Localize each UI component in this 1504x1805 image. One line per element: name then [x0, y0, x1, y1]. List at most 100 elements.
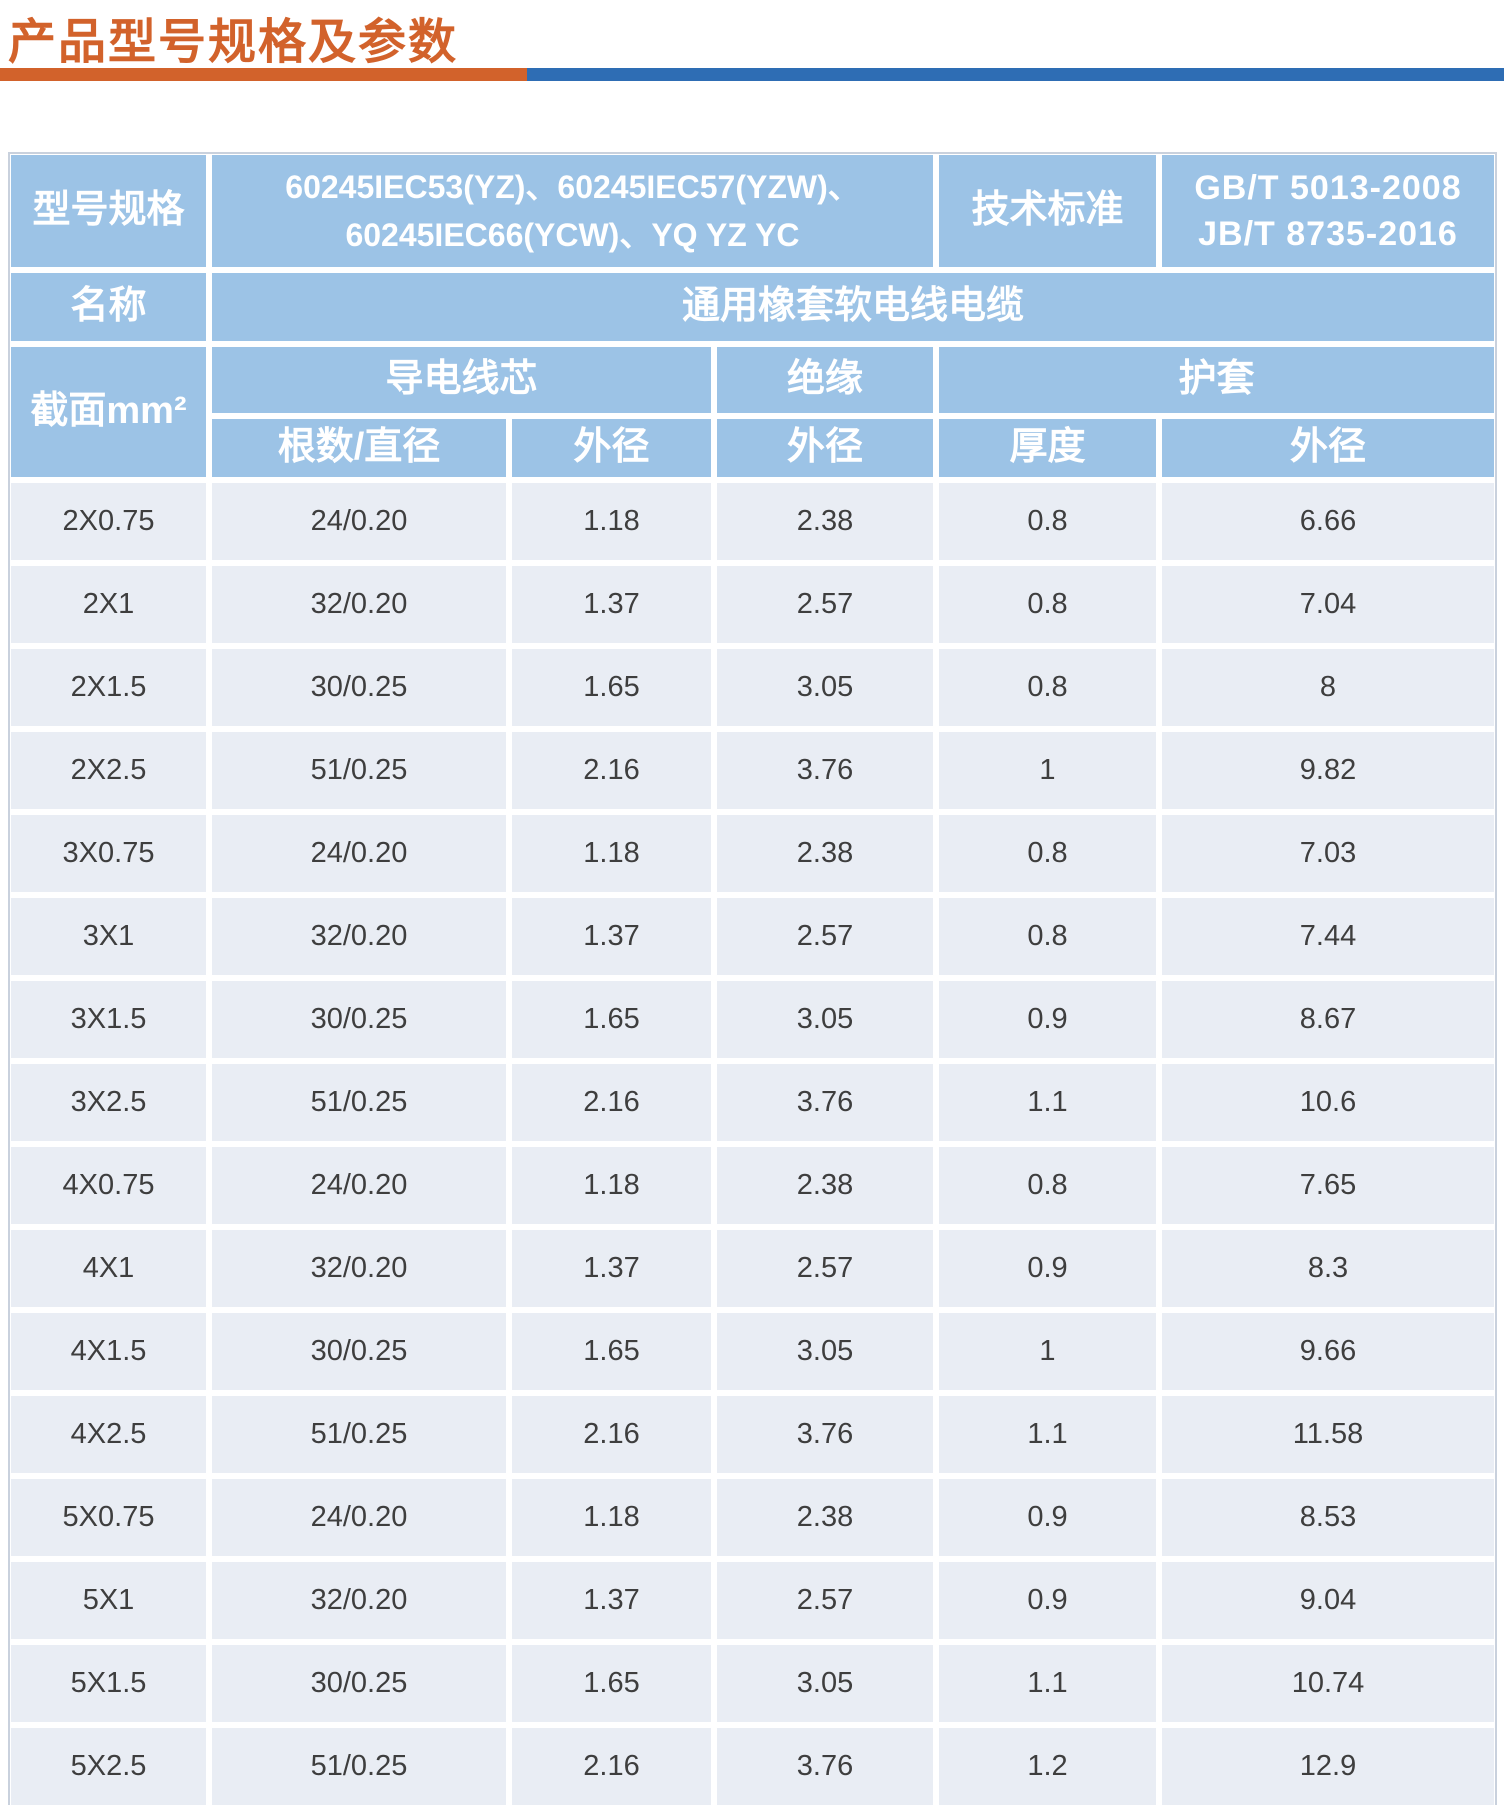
table-cell: 2.16: [512, 1396, 711, 1473]
header-sheath-group: 护套: [939, 347, 1494, 413]
table-cell: 1: [939, 732, 1156, 809]
table-cell: 8.3: [1162, 1230, 1494, 1307]
table-cell: 0.8: [939, 566, 1156, 643]
table-cell: 7.44: [1162, 898, 1494, 975]
table-cell: 9.04: [1162, 1562, 1494, 1639]
table-cell-spec: 4X0.75: [11, 1147, 206, 1224]
table-cell: 1.37: [512, 1562, 711, 1639]
header-model-label: 型号规格: [11, 155, 206, 267]
table-cell: 3.05: [717, 1645, 933, 1722]
table-cell: 3.05: [717, 981, 933, 1058]
header-insulation-group: 绝缘: [717, 347, 933, 413]
table-cell-spec: 2X2.5: [11, 732, 206, 809]
table-cell: 2.38: [717, 1479, 933, 1556]
table-cell: 3.05: [717, 1313, 933, 1390]
table-cell: 1.1: [939, 1064, 1156, 1141]
table-cell: 24/0.20: [212, 483, 506, 560]
table-cell: 9.82: [1162, 732, 1494, 809]
table-cell: 24/0.20: [212, 815, 506, 892]
table-cell: 1.65: [512, 1313, 711, 1390]
table-cell: 10.6: [1162, 1064, 1494, 1141]
table-cell: 24/0.20: [212, 1479, 506, 1556]
table-cell: 0.9: [939, 1562, 1156, 1639]
page-title: 产品型号规格及参数: [8, 16, 459, 69]
header-name-value: 通用橡套软电线电缆: [212, 273, 1494, 341]
table-cell: 3.76: [717, 732, 933, 809]
title-underline-orange: [0, 68, 527, 81]
table-cell: 2.57: [717, 1230, 933, 1307]
table-cell: 30/0.25: [212, 1313, 506, 1390]
table-cell: 11.58: [1162, 1396, 1494, 1473]
table-cell: 32/0.20: [212, 1230, 506, 1307]
table-cell: 7.03: [1162, 815, 1494, 892]
table-cell: 1.1: [939, 1396, 1156, 1473]
header-col-conductor-od: 外径: [512, 419, 711, 477]
header-section-label: 截面mm²: [11, 347, 206, 477]
table-cell: 2.57: [717, 1562, 933, 1639]
table-cell-spec: 5X0.75: [11, 1479, 206, 1556]
table-cell: 1.1: [939, 1645, 1156, 1722]
table-cell: 32/0.20: [212, 566, 506, 643]
table-cell-spec: 3X1.5: [11, 981, 206, 1058]
table-cell: 1.37: [512, 566, 711, 643]
table-cell: 12.9: [1162, 1728, 1494, 1805]
header-standard-value-line1: GB/T 5013-2008: [1194, 169, 1462, 207]
table-cell: 0.9: [939, 1479, 1156, 1556]
table-cell: 2.16: [512, 732, 711, 809]
table-cell: 1.2: [939, 1728, 1156, 1805]
table-cell: 3.76: [717, 1064, 933, 1141]
table-cell: 3.76: [717, 1396, 933, 1473]
table-cell: 0.9: [939, 981, 1156, 1058]
table-cell-spec: 5X1.5: [11, 1645, 206, 1722]
title-underline: [0, 68, 1504, 81]
table-cell: 1.18: [512, 483, 711, 560]
table-cell-spec: 2X0.75: [11, 483, 206, 560]
table-cell: 32/0.20: [212, 898, 506, 975]
table-cell: 51/0.25: [212, 1396, 506, 1473]
header-col-insulation-od: 外径: [717, 419, 933, 477]
header-col-strands-diameter: 根数/直径: [212, 419, 506, 477]
table-cell: 10.74: [1162, 1645, 1494, 1722]
spec-table: 型号规格 60245IEC53(YZ)、60245IEC57(YZW)、 602…: [8, 152, 1497, 1805]
header-col-sheath-od: 外径: [1162, 419, 1494, 477]
table-cell: 1.18: [512, 1479, 711, 1556]
table-cell: 30/0.25: [212, 1645, 506, 1722]
table-cell: 30/0.25: [212, 649, 506, 726]
table-cell-spec: 2X1.5: [11, 649, 206, 726]
table-cell: 1.65: [512, 1645, 711, 1722]
table-cell: 30/0.25: [212, 981, 506, 1058]
table-cell-spec: 3X0.75: [11, 815, 206, 892]
table-cell-spec: 3X1: [11, 898, 206, 975]
table-cell: 7.04: [1162, 566, 1494, 643]
table-cell: 0.8: [939, 815, 1156, 892]
header-model-value-line2: 60245IEC66(YCW)、YQ YZ YC: [345, 217, 800, 253]
table-cell: 8: [1162, 649, 1494, 726]
table-cell: 3.76: [717, 1728, 933, 1805]
table-cell: 1: [939, 1313, 1156, 1390]
table-cell: 0.9: [939, 1230, 1156, 1307]
table-cell: 0.8: [939, 483, 1156, 560]
table-cell: 8.53: [1162, 1479, 1494, 1556]
table-cell: 32/0.20: [212, 1562, 506, 1639]
table-cell-spec: 4X2.5: [11, 1396, 206, 1473]
header-model-value-line1: 60245IEC53(YZ)、60245IEC57(YZW)、: [285, 169, 860, 205]
table-cell: 2.57: [717, 898, 933, 975]
table-cell-spec: 4X1: [11, 1230, 206, 1307]
header-conductor-group: 导电线芯: [212, 347, 711, 413]
table-cell: 0.8: [939, 1147, 1156, 1224]
table-cell: 8.67: [1162, 981, 1494, 1058]
table-cell: 0.8: [939, 649, 1156, 726]
table-cell: 2.16: [512, 1728, 711, 1805]
table-cell-spec: 5X2.5: [11, 1728, 206, 1805]
table-cell: 1.37: [512, 1230, 711, 1307]
header-standard-label: 技术标准: [939, 155, 1156, 267]
header-model-value: 60245IEC53(YZ)、60245IEC57(YZW)、 60245IEC…: [212, 155, 933, 267]
table-cell-spec: 5X1: [11, 1562, 206, 1639]
header-col-sheath-thickness: 厚度: [939, 419, 1156, 477]
table-cell: 51/0.25: [212, 1728, 506, 1805]
table-cell-spec: 4X1.5: [11, 1313, 206, 1390]
header-standard-value-line2: JB/T 8735-2016: [1198, 215, 1458, 253]
table-cell-spec: 2X1: [11, 566, 206, 643]
header-name-label: 名称: [11, 273, 206, 341]
